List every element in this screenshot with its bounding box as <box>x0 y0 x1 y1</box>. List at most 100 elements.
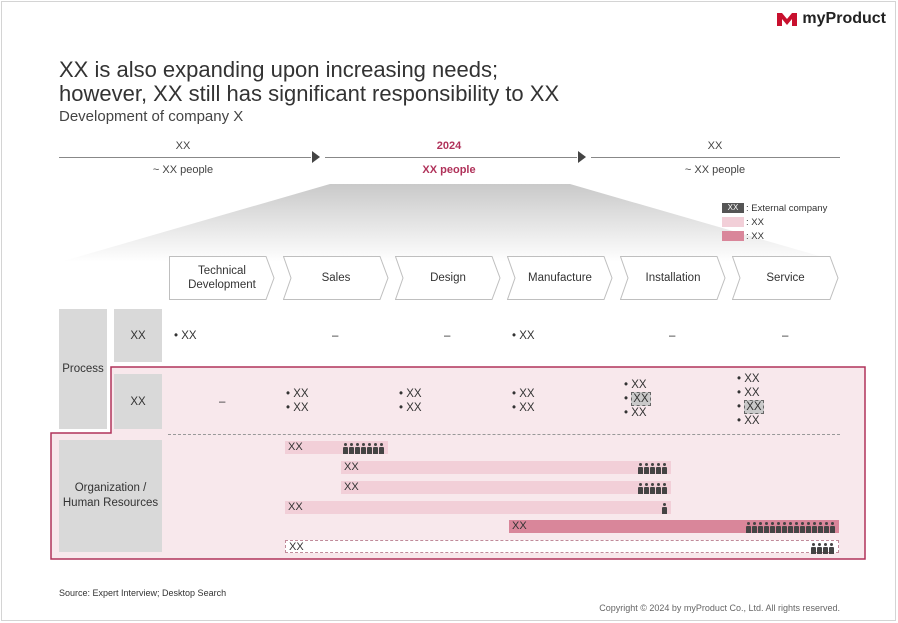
person-icon <box>656 483 661 494</box>
stage-label: Service <box>766 272 805 284</box>
person-icon <box>650 483 655 494</box>
stage-design: Design <box>395 256 501 300</box>
person-icon <box>788 522 793 533</box>
person-icon <box>373 443 378 454</box>
page-title: XX is also expanding upon increasing nee… <box>59 58 559 106</box>
bullet-item: • XX <box>399 388 422 400</box>
org-bar-2: XX <box>341 461 671 474</box>
people-icons <box>638 481 667 494</box>
section-divider <box>168 434 840 435</box>
bullet-item: • XX <box>737 373 760 385</box>
person-icon <box>644 483 649 494</box>
person-icon <box>662 463 667 474</box>
bullet-item: • XX <box>737 415 760 427</box>
zoom-funnel <box>60 184 840 262</box>
person-icon <box>662 483 667 494</box>
person-icon <box>644 463 649 474</box>
title-line-2: however, XX still has significant respon… <box>59 81 560 106</box>
person-icon <box>650 463 655 474</box>
person-icon <box>800 522 805 533</box>
bar-label: XX <box>288 441 303 453</box>
timeline-period-3: XX <box>707 140 723 152</box>
row2-sales-cell: • XX • XX <box>286 387 309 415</box>
row2-design-cell: • XX • XX <box>399 387 422 415</box>
legend-item-external: XX : External company <box>722 201 827 215</box>
people-icons <box>746 520 835 533</box>
bullet-item: • XX <box>624 407 647 419</box>
legend: XX : External company : XX : XX <box>722 201 827 243</box>
legend-label: : XX <box>746 230 764 242</box>
timeline-period-1: XX <box>175 140 191 152</box>
bullet-item: • XX <box>286 402 309 414</box>
people-icons <box>662 501 667 514</box>
row1-service-cell: – <box>782 330 789 342</box>
title-line-1: XX is also expanding upon increasing nee… <box>59 57 499 82</box>
person-icon <box>812 522 817 533</box>
row1-sales-cell: – <box>332 330 339 342</box>
legend-label: : XX <box>746 216 764 228</box>
person-icon <box>817 543 822 554</box>
org-bar-6: XX <box>285 540 839 554</box>
process-row2-label: XX <box>114 374 162 429</box>
timeline-arrow-1-icon <box>312 151 320 163</box>
legend-swatch-light <box>722 217 744 227</box>
stage-label: Manufacture <box>528 272 592 284</box>
bullet-item: • XX <box>286 388 309 400</box>
person-icon <box>349 443 354 454</box>
timeline-people-3: ~ XX people <box>684 164 746 176</box>
bullet-item: • XX <box>512 388 535 400</box>
person-icon <box>824 522 829 533</box>
row2-service-cell: • XX • XX • XX • XX <box>737 372 764 428</box>
legend-item-light: : XX <box>722 215 827 229</box>
bar-label: XX <box>344 481 359 493</box>
person-icon <box>782 522 787 533</box>
person-icon <box>830 522 835 533</box>
person-icon <box>379 443 384 454</box>
person-icon <box>361 443 366 454</box>
process-label: Process <box>59 309 107 429</box>
copyright-notice: Copyright © 2024 by myProduct Co., Ltd. … <box>599 603 840 613</box>
people-icons <box>343 441 384 454</box>
timeline-line-2 <box>325 157 577 158</box>
person-icon <box>806 522 811 533</box>
stage-service: Service <box>732 256 839 300</box>
row1-installation-cell: – <box>669 330 676 342</box>
people-icons <box>811 541 834 554</box>
person-icon <box>758 522 763 533</box>
external-company-tag: XX <box>744 400 764 414</box>
org-bar-1: XX <box>285 441 388 454</box>
people-icons <box>638 461 667 474</box>
org-bar-3: XX <box>341 481 671 494</box>
row2-manufacture-cell: • XX • XX <box>512 387 535 415</box>
timeline-line-3 <box>591 157 840 158</box>
timeline-people-2: XX people <box>422 164 476 176</box>
person-icon <box>638 483 643 494</box>
person-icon <box>343 443 348 454</box>
source-note: Source: Expert Interview; Desktop Search <box>59 588 227 598</box>
person-icon <box>794 522 799 533</box>
person-icon <box>818 522 823 533</box>
person-icon <box>638 463 643 474</box>
person-icon <box>776 522 781 533</box>
person-icon <box>752 522 757 533</box>
stage-installation: Installation <box>620 256 726 300</box>
person-icon <box>823 543 828 554</box>
row2-tech-cell: – <box>219 396 226 408</box>
timeline-arrow-2-icon <box>578 151 586 163</box>
logo-text: myProduct <box>802 10 886 27</box>
legend-label: : External company <box>746 202 828 214</box>
row1-design-cell: – <box>444 330 451 342</box>
external-company-tag: XX <box>631 392 651 406</box>
stage-technical-development: Technical Development <box>169 256 275 300</box>
person-icon <box>770 522 775 533</box>
process-row1-label: XX <box>114 309 162 362</box>
person-icon <box>355 443 360 454</box>
org-bar-4: XX <box>285 501 671 514</box>
logo-mark-icon <box>777 13 798 26</box>
bullet-item: • XX <box>737 387 760 399</box>
person-icon <box>656 463 661 474</box>
stage-label: Technical Development <box>188 265 256 291</box>
bullet-item: • XX <box>399 402 422 414</box>
stage-manufacture: Manufacture <box>507 256 613 300</box>
